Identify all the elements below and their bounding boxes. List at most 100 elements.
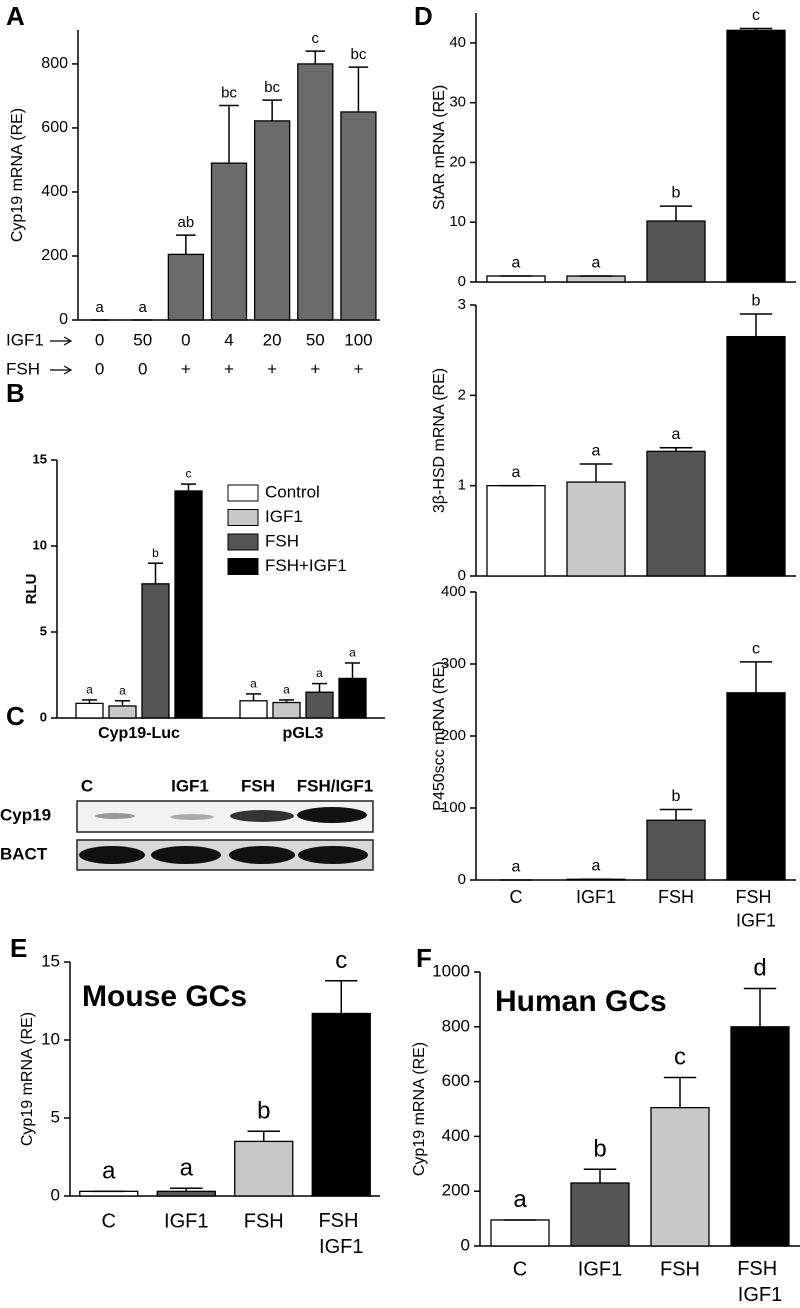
significance-letter: ab (178, 214, 195, 231)
x-tick-label: 50 (306, 330, 325, 349)
significance-letter: c (186, 467, 192, 481)
x-tick-label: 100 (344, 330, 372, 349)
band (229, 846, 295, 864)
bar (646, 220, 706, 283)
bar (726, 29, 786, 283)
y-tick-label: 1000 (432, 961, 470, 980)
bar (570, 1182, 630, 1247)
bar (75, 702, 104, 719)
significance-letter: a (592, 442, 601, 459)
x-tick-label: IGF1 (164, 1210, 208, 1232)
significance-letter: b (152, 546, 159, 560)
y-tick-label: 10 (41, 1029, 60, 1048)
y-tick-label: 400 (41, 183, 68, 200)
panel-label: C (6, 701, 25, 731)
y-tick-label: 3 (458, 296, 466, 313)
significance-letter: a (592, 254, 601, 271)
significance-letter: b (593, 1135, 606, 1162)
significance-letter: b (752, 292, 761, 309)
x-tick-label: FSH (660, 1258, 700, 1280)
y-tick-label: 0 (51, 1185, 60, 1204)
x-tick-label: 0 (95, 330, 104, 349)
y-tick-label: 1 (458, 477, 466, 494)
significance-letter: a (250, 676, 257, 690)
row-label: FSH (6, 359, 40, 378)
bar (239, 700, 268, 719)
x-tick-label: Cyp19-Luc (98, 725, 180, 742)
bar (726, 335, 786, 577)
significance-letter: a (512, 858, 521, 875)
x-tick-label: FSH (658, 887, 694, 907)
y-tick-label: 0 (59, 311, 68, 328)
bar (730, 1026, 790, 1247)
legend-label: FSH+IGF1 (265, 556, 347, 575)
y-axis-label: StAR mRNA (RE) (431, 85, 448, 210)
lane-label: FSH (241, 776, 275, 795)
bar (108, 705, 137, 719)
significance-letter: a (512, 254, 521, 271)
band (95, 813, 135, 819)
bar (338, 677, 367, 719)
y-tick-label: 15 (33, 451, 47, 466)
panel-label: F (416, 943, 432, 973)
y-tick-label: 30 (449, 94, 466, 111)
x-tick-label: 0 (138, 359, 147, 378)
bar (646, 819, 706, 881)
y-axis-label: RLU (23, 574, 40, 605)
significance-letter: bc (264, 79, 280, 96)
significance-letter: a (592, 858, 601, 875)
y-tick-label: 200 (41, 247, 68, 264)
y-tick-label: 0 (458, 567, 466, 584)
bar (311, 1012, 371, 1197)
bar (305, 691, 334, 719)
bar (174, 490, 203, 719)
lane-label: IGF1 (171, 776, 209, 795)
significance-letter: a (95, 299, 104, 316)
bar (566, 275, 626, 283)
y-tick-label: 100 (441, 799, 466, 816)
bar (490, 1219, 550, 1247)
significance-letter: a (102, 1157, 116, 1184)
row-label: Cyp19 (0, 805, 51, 824)
y-axis-label: Cyp19 mRNA (RE) (411, 1042, 428, 1176)
y-tick-label: 20 (449, 153, 466, 170)
significance-letter: b (672, 788, 681, 805)
bar (486, 275, 546, 283)
significance-letter: d (753, 955, 766, 982)
panel-label: E (10, 933, 27, 963)
significance-letter: a (86, 683, 93, 697)
band (151, 846, 221, 864)
significance-letter: a (180, 1154, 194, 1181)
x-tick-label: C (510, 887, 523, 907)
bar (156, 1190, 216, 1197)
x-tick-label: 50 (133, 330, 152, 349)
y-tick-label: 300 (441, 655, 466, 672)
y-axis-label: Cyp19 mRNA (RE) (9, 108, 26, 242)
y-tick-label: 40 (449, 34, 466, 51)
significance-letter: c (752, 640, 760, 657)
bar (141, 583, 170, 719)
row-arrowhead (63, 365, 73, 375)
x-tick-label: FSH IGF1 (735, 887, 776, 930)
band (298, 846, 368, 864)
significance-letter: a (119, 683, 126, 697)
x-tick-label: C (102, 1210, 116, 1232)
significance-letter: a (349, 646, 356, 660)
x-tick-label: + (310, 359, 320, 378)
significance-letter: a (283, 683, 290, 697)
x-tick-label: C (513, 1258, 527, 1280)
bar (167, 253, 205, 321)
y-tick-label: 0 (458, 871, 466, 888)
x-tick-label: FSH (244, 1210, 284, 1232)
chart-title: Human GCs (495, 985, 667, 1018)
band (297, 807, 367, 823)
bar (726, 692, 786, 881)
significance-letter: bc (221, 85, 237, 102)
x-tick-label: FSH IGF1 (737, 1258, 783, 1306)
x-tick-label: + (267, 359, 277, 378)
x-tick-label: 0 (95, 359, 104, 378)
y-tick-label: 200 (442, 1181, 470, 1200)
band (230, 810, 294, 822)
significance-letter: a (512, 464, 521, 481)
